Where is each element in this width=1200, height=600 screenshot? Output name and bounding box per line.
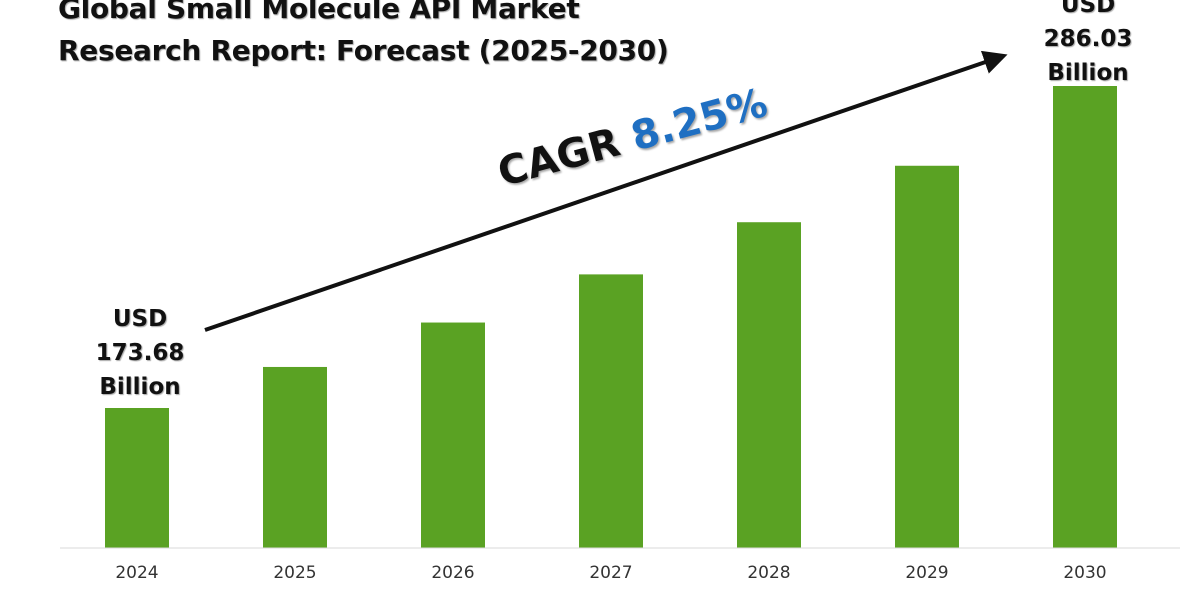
start-value-unit: Billion [99,374,181,400]
bar-2030 [1053,86,1117,548]
growth-arrow [204,50,1008,332]
x-tick-2024: 2024 [115,563,158,583]
x-tick-2030: 2030 [1063,563,1106,583]
chart-title-line-1: Global Small Molecule API Market [58,0,580,25]
bar-2027 [579,274,643,548]
start-value-label: USD 173.68 Billion [70,302,210,404]
end-value-amount: 286.03 [1043,26,1133,52]
x-tick-2026: 2026 [431,563,474,583]
start-value-currency: USD [112,306,168,332]
x-tick-2029: 2029 [905,563,948,583]
bar-2025 [263,366,327,548]
bar-2026 [421,322,485,548]
bar-2029 [895,165,959,548]
chart-title-line-2: Research Report: Forecast (2025-2030) [58,34,669,67]
bars-group [105,86,1117,548]
bar-2028 [737,222,801,548]
x-tick-2027: 2027 [589,563,632,583]
x-tick-labels: 2024 2025 2026 2027 2028 2029 2030 [115,563,1106,583]
x-tick-2025: 2025 [273,563,316,583]
bar-2024 [105,408,169,548]
end-value-unit: Billion [1047,60,1129,86]
x-tick-2028: 2028 [747,563,790,583]
end-value-currency: USD [1060,0,1116,18]
start-value-amount: 173.68 [95,340,185,366]
end-value-label: USD 286.03 Billion [1018,0,1158,90]
